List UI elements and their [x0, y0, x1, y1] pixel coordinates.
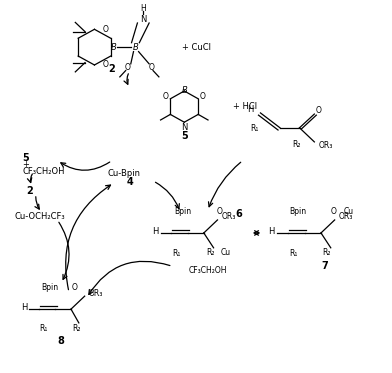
- Text: 4: 4: [126, 177, 133, 187]
- Text: R₁: R₁: [172, 249, 181, 258]
- Text: H: H: [152, 226, 158, 236]
- Text: Cu-Bpin: Cu-Bpin: [107, 169, 140, 178]
- Text: 7: 7: [321, 261, 328, 272]
- Text: + CuCl: + CuCl: [182, 43, 211, 51]
- Text: Cu: Cu: [220, 248, 230, 257]
- Text: O: O: [103, 60, 109, 69]
- Text: O: O: [331, 207, 337, 216]
- Text: O: O: [163, 93, 169, 101]
- Text: 2: 2: [109, 65, 115, 75]
- Text: R₂: R₂: [207, 248, 215, 257]
- Text: B: B: [110, 43, 116, 51]
- Text: O: O: [315, 106, 321, 115]
- Text: B: B: [181, 87, 187, 95]
- Text: R₂: R₂: [72, 324, 80, 333]
- Text: O: O: [200, 93, 206, 101]
- Text: R₁: R₁: [40, 325, 48, 333]
- Text: Cu: Cu: [343, 207, 354, 216]
- Text: + HCl: + HCl: [233, 102, 257, 111]
- Text: B: B: [132, 43, 138, 51]
- Text: OR₃: OR₃: [89, 289, 103, 298]
- Text: O: O: [148, 63, 154, 72]
- Text: +: +: [22, 160, 29, 169]
- Text: N: N: [181, 123, 187, 132]
- Text: R₂: R₂: [292, 140, 301, 149]
- Text: N: N: [140, 15, 147, 24]
- Text: OR₃: OR₃: [221, 213, 236, 222]
- Text: Bpin: Bpin: [174, 207, 191, 216]
- Text: H: H: [247, 105, 254, 114]
- Text: Bpin: Bpin: [41, 283, 58, 292]
- Text: OR₃: OR₃: [339, 213, 353, 222]
- Text: H: H: [21, 303, 27, 312]
- Text: O: O: [103, 25, 109, 34]
- Text: CF₃CH₂OH: CF₃CH₂OH: [189, 266, 227, 275]
- Text: O: O: [125, 63, 131, 72]
- Text: R₁: R₁: [250, 125, 259, 134]
- Text: 5: 5: [22, 153, 29, 163]
- Text: H: H: [268, 226, 274, 236]
- Text: 2: 2: [26, 186, 33, 196]
- Text: Bpin: Bpin: [289, 207, 306, 216]
- Text: R₁: R₁: [289, 249, 298, 258]
- Text: R₂: R₂: [323, 248, 331, 257]
- Text: 5: 5: [181, 131, 188, 141]
- Text: O: O: [72, 283, 78, 292]
- Text: H: H: [140, 4, 146, 13]
- Text: 8: 8: [58, 336, 65, 347]
- Text: O: O: [216, 207, 222, 216]
- Text: Cu-OCH₂CF₃: Cu-OCH₂CF₃: [15, 212, 65, 221]
- Text: CF₃CH₂OH: CF₃CH₂OH: [22, 167, 65, 176]
- Text: 6: 6: [236, 209, 242, 219]
- Text: OR₃: OR₃: [318, 141, 333, 150]
